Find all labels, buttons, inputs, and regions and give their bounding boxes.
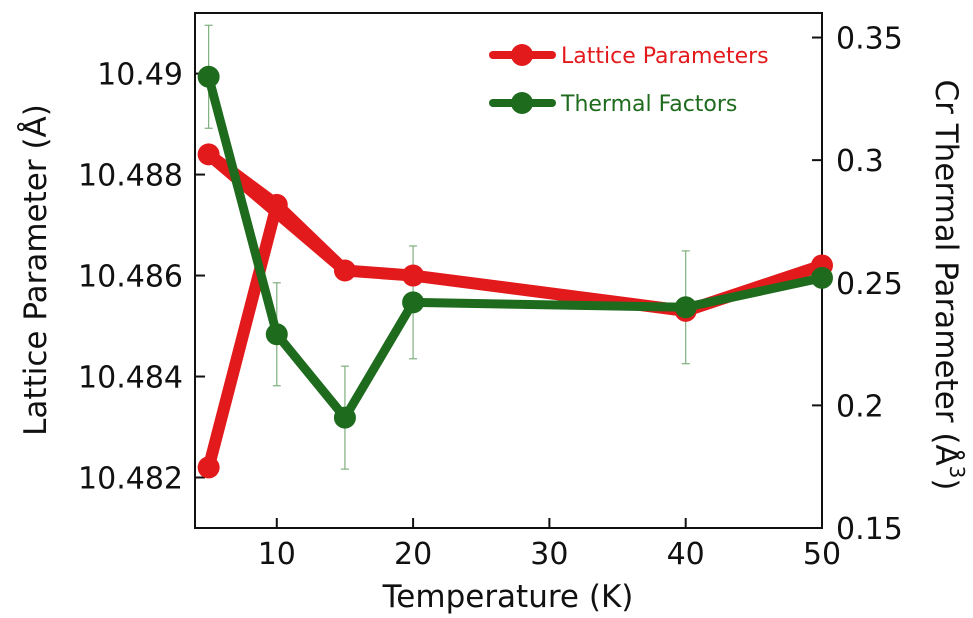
- y-axis-right-title-close: ): [928, 478, 964, 490]
- y-axis-right-title: Cr Thermal Parameter (Å3): [928, 79, 969, 490]
- point-thermal: [197, 65, 220, 88]
- y-left-tick-label: 10.49: [97, 58, 183, 93]
- x-tick-label: 30: [530, 537, 568, 572]
- point-lattice: [197, 143, 220, 166]
- legend-marker-lattice: [511, 44, 533, 66]
- y-left-tick-label: 10.486: [78, 260, 183, 295]
- series-layer: [197, 24, 833, 479]
- x-tick-label: 40: [667, 537, 705, 572]
- x-axis-title: Temperature (K): [382, 579, 634, 615]
- gridless-plot-area: [194, 12, 823, 529]
- point-lattice: [265, 193, 288, 216]
- point-thermal: [811, 266, 833, 289]
- point-thermal: [265, 323, 288, 346]
- series-line-thermal: [204, 72, 827, 423]
- x-tick-label: 50: [803, 537, 841, 572]
- y-right-tick-label: 0.25: [836, 267, 903, 302]
- y-right-tick-label: 0.15: [836, 512, 903, 547]
- plot-frame: [194, 12, 823, 529]
- legend-label-lattice: Lattice Parameters: [561, 44, 769, 69]
- legend-marker-thermal: [511, 92, 533, 114]
- y-right-tick-label: 0.2: [836, 389, 884, 424]
- y-left-tick-label: 10.488: [78, 159, 183, 194]
- y-axis-left-title: Lattice Parameter (Å): [18, 104, 54, 436]
- x-tick-label: 10: [258, 537, 296, 572]
- point-thermal: [674, 296, 697, 319]
- y-right-tick-label: 0.3: [836, 144, 884, 179]
- x-axis: 10 20 30 40 50: [258, 518, 841, 572]
- point-thermal: [402, 291, 425, 314]
- point-lattice: [402, 264, 425, 287]
- series-line-lattice: [202, 148, 828, 474]
- y-right-tick-label: 0.35: [836, 22, 903, 57]
- y-axis-right-title-sup: 3: [945, 466, 969, 479]
- point-lattice: [197, 456, 220, 479]
- x-tick-label: 20: [394, 537, 432, 572]
- y-axis-right-title-main: Cr Thermal Parameter (Å: [928, 79, 964, 465]
- y-left-tick-label: 10.484: [78, 361, 183, 396]
- point-lattice: [333, 259, 356, 282]
- point-thermal: [333, 406, 356, 429]
- legend-label-thermal: Thermal Factors: [560, 92, 737, 117]
- y-left-tick-label: 10.482: [78, 462, 183, 497]
- y-axis-right: 0.15 0.2 0.25 0.3 0.35: [812, 22, 903, 547]
- y-axis-left: 10.482 10.484 10.486 10.488 10.49: [78, 58, 205, 497]
- legend: Lattice Parameters Thermal Factors: [489, 44, 769, 117]
